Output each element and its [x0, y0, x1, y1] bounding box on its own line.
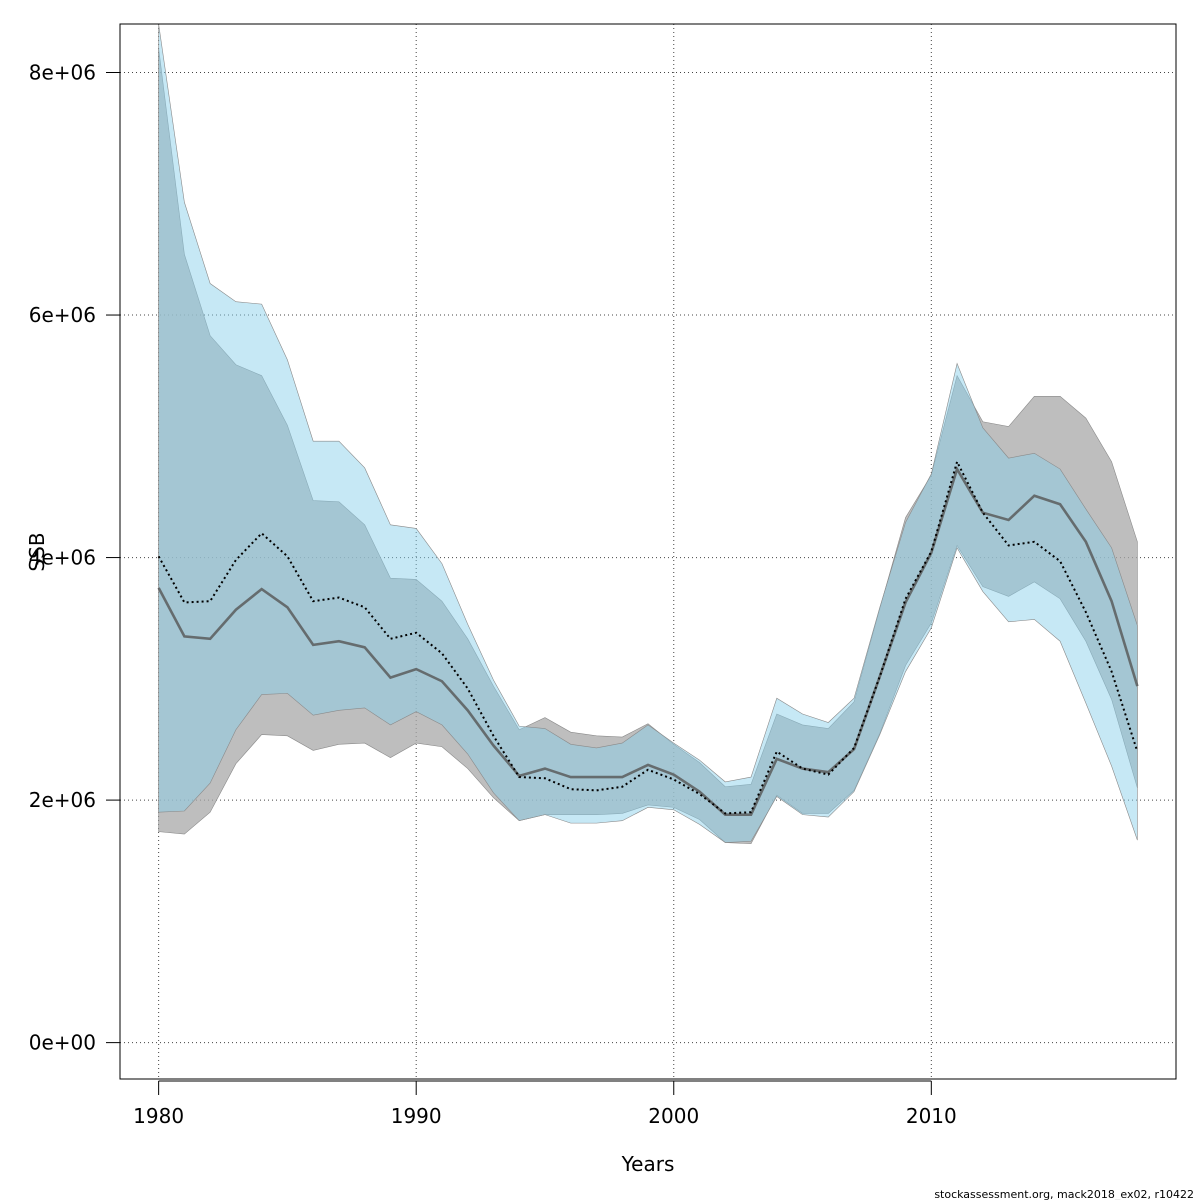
x-tick-label-1990: 1990 [391, 1104, 442, 1128]
y-axis-title: SSB [25, 532, 49, 571]
estimate-line-2 [157, 459, 1139, 815]
y-tick-label-2e+06: 2e+06 [29, 788, 96, 812]
y-axis: 0e+00 2e+06 4e+06 6e+06 8e+06 [29, 61, 121, 1055]
y-tick-label-0e+00: 0e+00 [29, 1031, 96, 1055]
estimate-line-1 [157, 465, 1139, 816]
x-tick-label-1980: 1980 [133, 1104, 184, 1128]
estimate-lines [157, 459, 1139, 816]
y-tick-label-8e+06: 8e+06 [29, 61, 96, 85]
footer-credit: stockassessment.org, mack2018_ex02, r104… [934, 1188, 1194, 1200]
x-axis-title: Years [621, 1152, 675, 1176]
x-axis: 1980 1990 2000 2010 [133, 1080, 957, 1128]
y-tick-label-4e+06: 4e+06 [29, 546, 96, 570]
x-tick-label-2010: 2010 [906, 1104, 957, 1128]
x-tick-label-2000: 2000 [648, 1104, 699, 1128]
y-tick-label-6e+06: 6e+06 [29, 303, 96, 327]
confidence-bands [158, 23, 1138, 845]
